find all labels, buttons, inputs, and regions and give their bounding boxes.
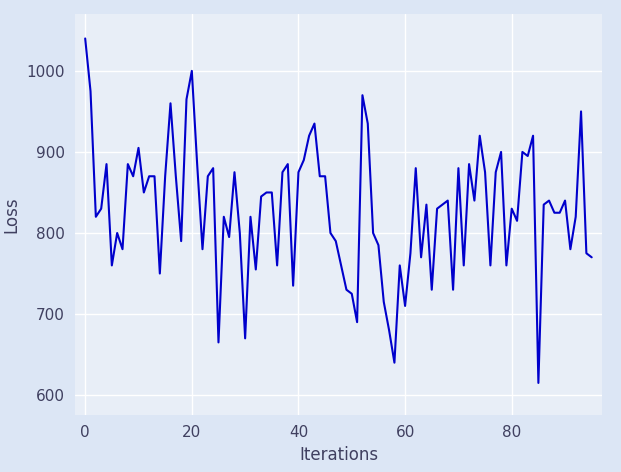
Y-axis label: Loss: Loss xyxy=(2,196,20,233)
X-axis label: Iterations: Iterations xyxy=(299,446,378,464)
